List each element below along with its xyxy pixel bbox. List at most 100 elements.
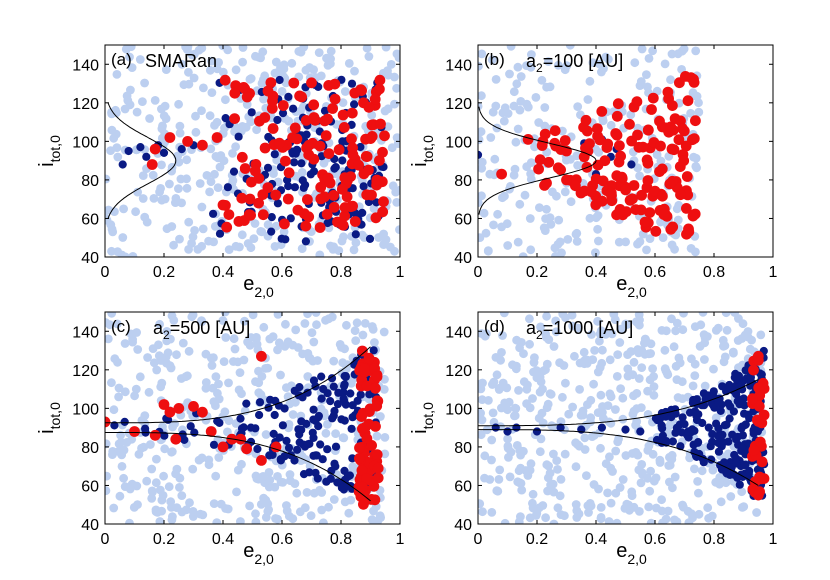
background-population-point [691,162,701,171]
x-tick-label: 0.8 [703,264,725,281]
background-population-point [580,433,590,443]
red-population-point [642,124,654,136]
background-population-point [199,83,208,93]
blue-population-point [326,397,335,406]
background-population-point [526,169,535,179]
background-population-point [380,449,390,459]
panel-label: (b) [484,50,505,69]
blue-population-point [312,451,321,460]
background-population-point [597,67,606,77]
background-population-point [721,312,731,318]
background-population-point [487,455,496,465]
red-population-point [302,194,313,205]
red-population-point [549,125,561,137]
background-population-point [587,330,596,339]
background-population-point [554,215,564,225]
background-population-point [715,479,724,489]
background-population-point [211,471,221,481]
x-axis-label-main: e [243,273,254,295]
background-population-point [230,344,240,354]
background-population-point [188,232,198,242]
background-population-point [593,316,602,326]
background-population-point [618,414,628,424]
red-population-point [339,202,351,213]
red-population-point [620,184,631,196]
background-population-point [232,487,241,497]
background-population-point [195,179,205,188]
background-population-point [279,64,289,74]
red-population-point [677,122,688,134]
background-population-point [292,488,302,498]
background-population-point [229,334,239,344]
red-population-point [637,141,649,153]
x-axis-label: e2,0 [616,540,647,567]
background-population-point [380,433,390,442]
red-population-point [683,223,694,235]
background-population-point [218,67,228,77]
red-population-point [370,421,381,432]
red-population-point [664,178,676,190]
background-population-point [175,121,185,131]
blue-population-point [297,159,306,168]
red-population-point [282,193,294,205]
background-population-point [239,355,249,365]
x-axis-label-sub: 2,0 [627,551,647,567]
background-population-point [288,340,298,350]
red-population-point [245,209,256,221]
background-population-point [109,405,119,415]
background-population-point [643,410,653,419]
background-population-point [206,177,216,187]
red-population-point [188,401,199,412]
background-population-point [164,482,174,492]
background-population-point [515,343,524,353]
background-population-point [598,345,607,355]
background-population-point [506,45,516,51]
background-population-point [606,120,616,130]
plot-area [478,312,770,524]
blue-population-point [234,132,243,141]
background-population-point [175,234,184,244]
background-population-point [159,111,169,121]
background-population-point [303,372,313,381]
background-population-point [605,355,615,365]
background-population-point [495,465,505,475]
background-population-point [612,518,622,524]
background-population-point [131,207,141,217]
background-population-point [197,317,207,326]
y-tick-label: 40 [454,517,472,534]
blue-population-point [714,424,723,433]
background-population-point [540,103,550,112]
background-population-point [661,514,671,524]
background-population-point [478,49,487,59]
background-population-point [107,378,116,388]
blue-population-point [330,459,339,468]
background-population-point [708,465,718,475]
blue-population-point [708,430,717,439]
background-population-point [528,394,537,403]
red-population-point [229,87,241,99]
x-tick-label: 0 [101,531,110,548]
background-population-point [497,222,506,232]
background-population-point [157,160,166,170]
background-population-point [555,491,565,501]
background-population-point [392,83,400,93]
background-population-point [553,60,563,70]
background-population-point [348,462,358,471]
background-population-point [686,108,695,118]
background-population-point [628,370,638,380]
blue-population-point [142,152,151,161]
background-population-point [729,348,738,358]
background-population-point [209,353,218,363]
red-population-point [370,382,381,394]
blue-population-point [319,384,328,394]
background-population-point [560,449,570,459]
background-population-point [648,46,657,56]
background-population-point [566,197,576,207]
blue-population-point [757,370,766,379]
red-population-point [632,129,643,141]
background-population-point [549,519,559,524]
background-population-point [351,238,361,248]
blue-population-point [668,437,678,446]
background-population-point [652,150,662,160]
red-population-point [149,429,161,441]
